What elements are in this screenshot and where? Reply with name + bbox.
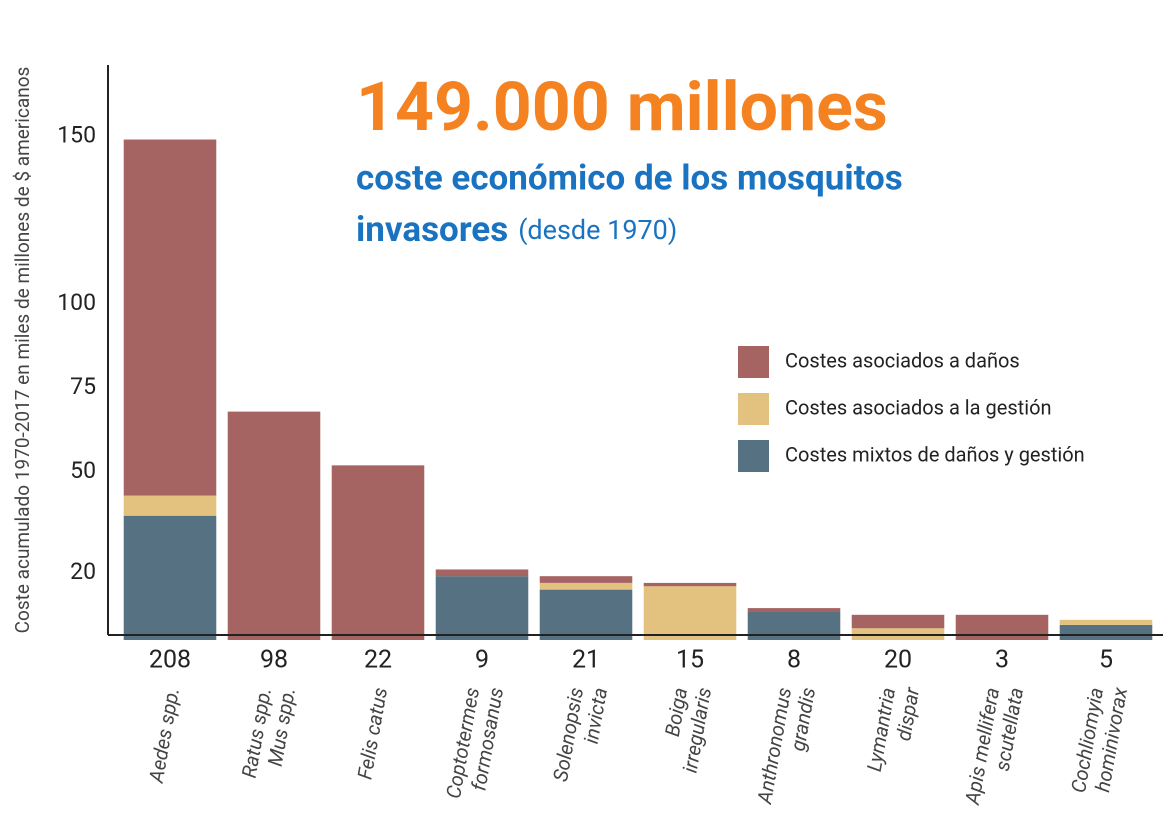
- bar-segment: [851, 614, 945, 629]
- legend-label: Costes asociados a daños: [785, 348, 1020, 372]
- y-tick-label: 50: [70, 457, 96, 484]
- bar-segment: [539, 582, 633, 590]
- bar-segment: [123, 139, 217, 496]
- bar-segment: [955, 614, 1049, 640]
- bar-segment: [643, 586, 737, 640]
- chart-title: 149.000 millones: [356, 67, 888, 147]
- bar-segment: [435, 576, 529, 640]
- y-tick-label: 20: [70, 558, 96, 585]
- count-label: 8: [787, 646, 801, 675]
- legend-swatch: [738, 440, 769, 472]
- bar-segment: [1059, 619, 1153, 625]
- count-label: 15: [676, 646, 704, 675]
- subtitle: invasores (desde 1970): [356, 209, 677, 250]
- legend-swatch: [738, 393, 769, 425]
- legend-label: Costes mixtos de daños y gestión: [785, 442, 1085, 466]
- subtitle: coste económico de los mosquitos: [356, 157, 903, 198]
- x-tick-label: Felis catus: [352, 686, 392, 782]
- bar-segment: [227, 411, 321, 640]
- bar-segment: [331, 465, 425, 640]
- bar-segment: [747, 608, 841, 612]
- bar-segment: [643, 582, 737, 587]
- legend-label: Costes asociados a la gestión: [785, 395, 1052, 419]
- bar-segment: [123, 515, 217, 640]
- count-label: 20: [884, 646, 912, 675]
- count-label: 208: [149, 646, 191, 675]
- legend-swatch: [738, 346, 769, 378]
- count-label: 22: [364, 646, 392, 675]
- y-tick-label: 100: [57, 289, 96, 316]
- y-axis-label: Coste acumulado 1970-2017 en miles de mi…: [11, 67, 34, 634]
- bar-segment: [435, 569, 529, 577]
- y-tick-label: 75: [70, 373, 96, 400]
- subtitle: invasores: [356, 209, 508, 250]
- count-label: 9: [475, 646, 489, 675]
- count-label: 3: [995, 646, 1009, 675]
- subtitle-note: (desde 1970): [518, 214, 677, 246]
- bar-segment: [1059, 624, 1153, 640]
- bar-segment: [123, 495, 217, 516]
- count-label: 21: [572, 646, 600, 675]
- bar-segment: [539, 576, 633, 583]
- bar-segment: [539, 589, 633, 640]
- y-tick-label: 150: [57, 121, 96, 148]
- x-tick-label: Aedes spp.: [144, 686, 184, 786]
- count-label: 5: [1099, 646, 1113, 675]
- count-label: 98: [260, 646, 288, 675]
